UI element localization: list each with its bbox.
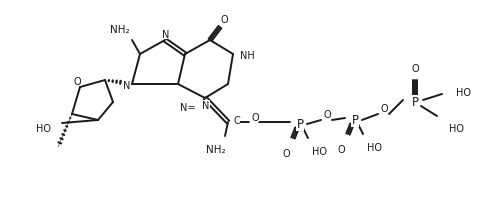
Text: O: O: [380, 103, 388, 114]
Text: NH₂: NH₂: [110, 25, 130, 35]
Text: HO: HO: [456, 87, 471, 98]
Text: HO: HO: [449, 123, 464, 133]
Text: O: O: [220, 15, 228, 25]
Text: O: O: [323, 109, 331, 119]
Text: HO: HO: [312, 146, 327, 156]
Text: N=: N=: [180, 102, 195, 113]
Text: O: O: [73, 77, 81, 87]
Text: P: P: [411, 96, 419, 109]
Text: NH₂: NH₂: [206, 144, 226, 154]
Text: O: O: [251, 113, 259, 122]
Text: N: N: [123, 81, 131, 90]
Text: O: O: [282, 148, 290, 158]
Text: N: N: [203, 101, 210, 110]
Text: HO: HO: [367, 142, 382, 152]
Text: HO: HO: [36, 123, 51, 133]
Text: O: O: [411, 64, 419, 74]
Text: P: P: [351, 114, 359, 127]
Text: P: P: [297, 118, 304, 131]
Text: N: N: [163, 30, 170, 40]
Text: NH: NH: [240, 51, 255, 61]
Text: O: O: [337, 144, 345, 154]
Text: C: C: [233, 115, 240, 125]
